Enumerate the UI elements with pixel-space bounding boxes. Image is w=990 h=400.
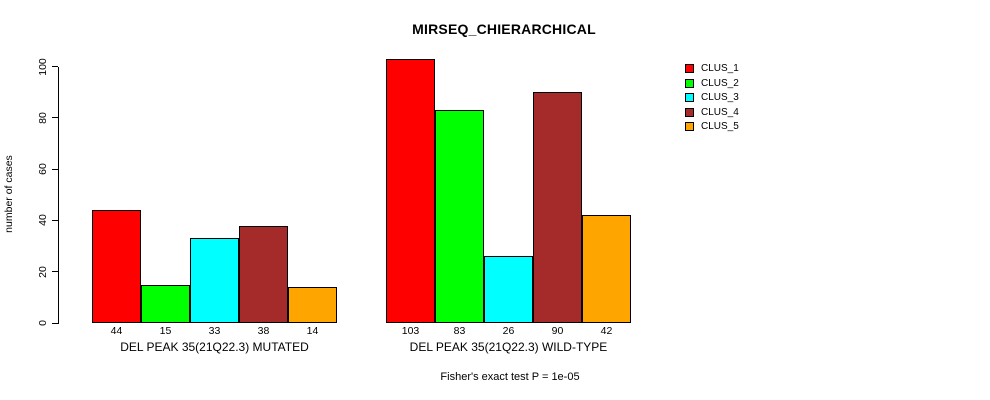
legend-label: CLUS_2	[701, 77, 739, 89]
legend-label: CLUS_1	[701, 63, 739, 74]
legend-label: CLUS_5	[701, 121, 739, 132]
y-tick-label: 60	[37, 163, 49, 176]
bar-clus-5	[582, 215, 631, 323]
y-axis-label: number of cases	[3, 155, 15, 233]
group-label: DEL PEAK 35(21Q22.3) MUTATED	[120, 340, 309, 354]
y-tick-label: 100	[37, 57, 49, 76]
bar-clus-5	[288, 287, 337, 323]
bar-value-label: 33	[208, 325, 221, 337]
bar-clus-4	[533, 92, 582, 323]
bar-value-label: 42	[600, 325, 613, 337]
bar-clus-1	[92, 210, 141, 323]
bar-clus-2	[435, 110, 484, 323]
chart-title: MIRSEQ_CHIERARCHICAL	[412, 21, 596, 37]
y-tick	[52, 322, 58, 324]
bar-clus-4	[239, 225, 288, 323]
y-tick	[52, 168, 58, 170]
y-axis-line	[58, 66, 59, 324]
y-tick	[52, 271, 58, 273]
bar-clus-3	[484, 256, 533, 323]
bar-value-label: 83	[453, 325, 466, 337]
legend-swatch-clus-1	[685, 64, 694, 73]
y-tick-label: 0	[37, 320, 49, 326]
legend-swatch-clus-5	[685, 122, 694, 131]
bar-value-label: 90	[551, 325, 564, 337]
bar-value-label: 14	[306, 325, 319, 337]
bar-clus-3	[190, 238, 239, 323]
y-tick	[52, 219, 58, 221]
y-tick-label: 80	[37, 112, 49, 124]
y-tick-label: 20	[37, 265, 49, 278]
legend-swatch-clus-3	[685, 93, 694, 102]
legend-label: CLUS_3	[701, 92, 739, 103]
bar-value-label: 38	[257, 325, 270, 337]
legend-label: CLUS_4	[701, 106, 739, 118]
bar-value-label: 44	[110, 325, 123, 337]
bar-clus-2	[141, 284, 190, 323]
bar-value-label: 15	[159, 325, 172, 337]
legend-swatch-clus-2	[685, 78, 694, 88]
legend-swatch-clus-4	[685, 107, 694, 117]
y-tick-label: 40	[37, 214, 49, 227]
group-label: DEL PEAK 35(21Q22.3) WILD-TYPE	[409, 340, 608, 354]
y-tick	[52, 66, 58, 68]
bar-value-label: 26	[502, 325, 515, 337]
fisher-test-note: Fisher's exact test P = 1e-05	[440, 371, 580, 383]
bar-value-label: 103	[401, 325, 420, 337]
y-tick	[52, 117, 58, 119]
bar-clus-1	[386, 59, 435, 323]
